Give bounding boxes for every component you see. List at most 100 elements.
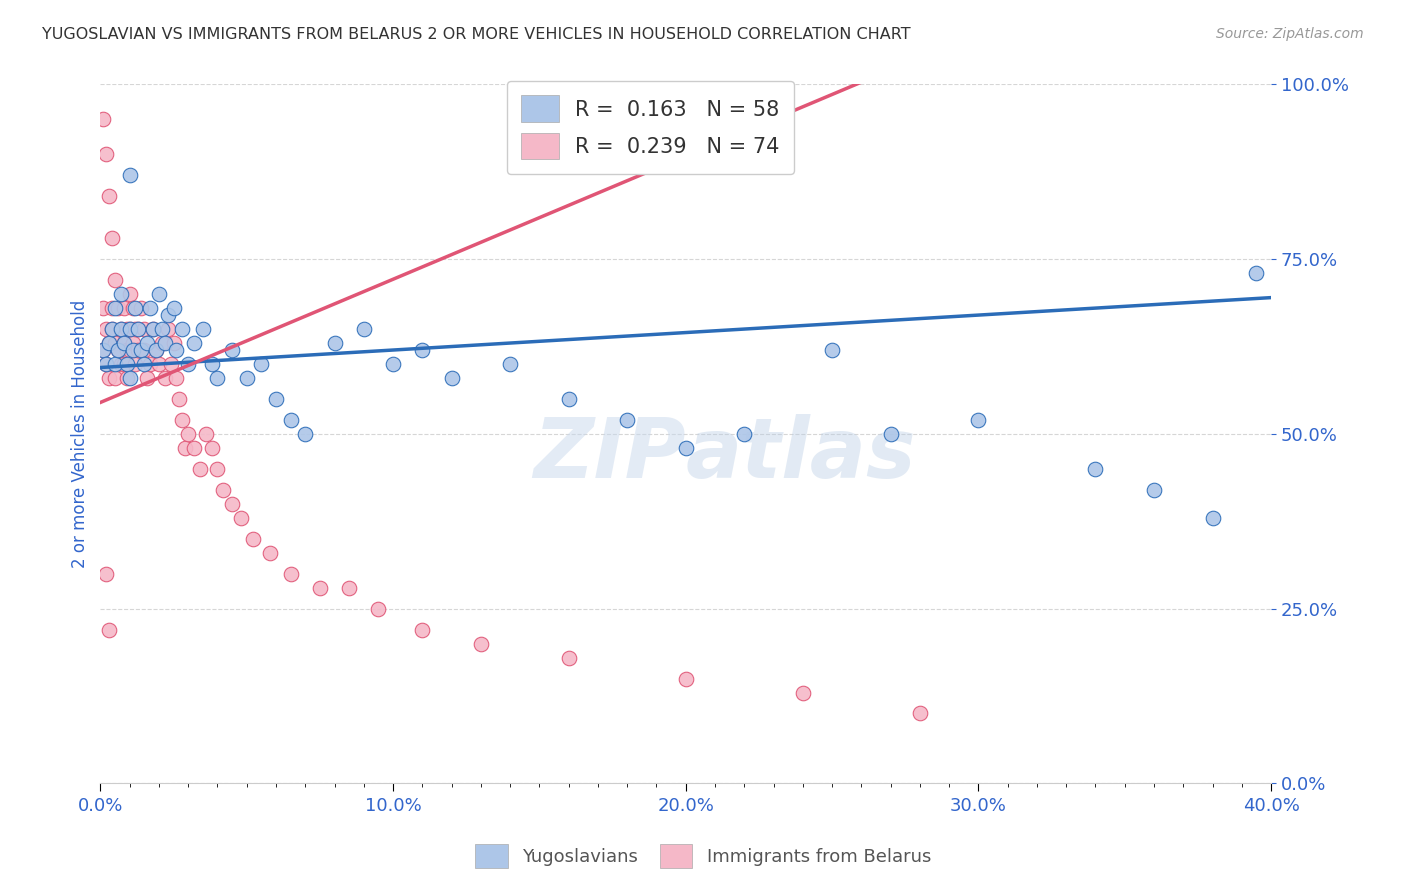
- Point: [118, 169, 141, 183]
- Text: atlas: atlas: [686, 415, 917, 495]
- Point: [124, 357, 146, 371]
- Point: [212, 483, 235, 497]
- Point: [134, 343, 156, 357]
- Point: [165, 371, 187, 385]
- Point: [136, 336, 159, 351]
- Point: [139, 301, 162, 315]
- Point: [136, 371, 159, 385]
- Point: [153, 371, 176, 385]
- Point: [148, 357, 170, 371]
- Point: [134, 357, 156, 371]
- Point: [280, 566, 302, 581]
- Point: [1143, 483, 1166, 497]
- Point: [242, 532, 264, 546]
- Legend: R =  0.163   N = 58, R =  0.239   N = 74: R = 0.163 N = 58, R = 0.239 N = 74: [506, 81, 794, 174]
- Point: [107, 343, 129, 357]
- Point: [165, 343, 187, 357]
- Point: [101, 301, 124, 315]
- Point: [156, 322, 179, 336]
- Point: [104, 336, 127, 351]
- Point: [110, 287, 132, 301]
- Point: [200, 357, 222, 371]
- Point: [121, 343, 143, 357]
- Point: [200, 441, 222, 455]
- Point: [101, 322, 124, 336]
- Point: [124, 322, 146, 336]
- Point: [98, 336, 121, 351]
- Point: [250, 357, 273, 371]
- Point: [337, 581, 360, 595]
- Point: [557, 392, 579, 406]
- Point: [104, 273, 127, 287]
- Point: [183, 336, 205, 351]
- Point: [91, 112, 114, 127]
- Point: [118, 322, 141, 336]
- Point: [127, 322, 149, 336]
- Point: [792, 685, 814, 699]
- Point: [107, 301, 129, 315]
- Point: [118, 322, 141, 336]
- Point: [821, 343, 844, 357]
- Point: [172, 322, 194, 336]
- Point: [101, 322, 124, 336]
- Point: [367, 601, 389, 615]
- Point: [162, 336, 184, 351]
- Point: [142, 322, 165, 336]
- Point: [159, 357, 181, 371]
- Point: [91, 343, 114, 357]
- Point: [194, 426, 217, 441]
- Point: [101, 231, 124, 245]
- Point: [1246, 266, 1268, 280]
- Point: [112, 336, 135, 351]
- Point: [177, 357, 200, 371]
- Point: [96, 357, 118, 371]
- Point: [121, 301, 143, 315]
- Point: [118, 287, 141, 301]
- Point: [191, 322, 214, 336]
- Point: [353, 322, 375, 336]
- Point: [121, 336, 143, 351]
- Point: [264, 392, 287, 406]
- Point: [96, 322, 118, 336]
- Point: [156, 308, 179, 322]
- Point: [131, 343, 153, 357]
- Point: [259, 546, 281, 560]
- Point: [235, 371, 257, 385]
- Point: [967, 413, 990, 427]
- Point: [908, 706, 931, 721]
- Legend: Yugoslavians, Immigrants from Belarus: Yugoslavians, Immigrants from Belarus: [464, 834, 942, 879]
- Point: [110, 322, 132, 336]
- Point: [177, 426, 200, 441]
- Point: [91, 301, 114, 315]
- Point: [118, 371, 141, 385]
- Point: [115, 343, 138, 357]
- Point: [134, 322, 156, 336]
- Point: [499, 357, 522, 371]
- Point: [172, 413, 194, 427]
- Point: [183, 441, 205, 455]
- Point: [96, 357, 118, 371]
- Point: [112, 357, 135, 371]
- Point: [127, 343, 149, 357]
- Point: [675, 441, 697, 455]
- Point: [112, 301, 135, 315]
- Point: [148, 287, 170, 301]
- Point: [470, 637, 492, 651]
- Point: [145, 343, 167, 357]
- Point: [127, 322, 149, 336]
- Y-axis label: 2 or more Vehicles in Household: 2 or more Vehicles in Household: [72, 300, 89, 568]
- Point: [411, 623, 433, 637]
- Point: [110, 357, 132, 371]
- Point: [131, 301, 153, 315]
- Point: [162, 301, 184, 315]
- Point: [1201, 510, 1223, 524]
- Point: [98, 189, 121, 203]
- Point: [616, 413, 638, 427]
- Point: [110, 322, 132, 336]
- Point: [112, 336, 135, 351]
- Point: [1084, 462, 1107, 476]
- Point: [115, 322, 138, 336]
- Point: [323, 336, 346, 351]
- Point: [118, 343, 141, 357]
- Point: [294, 426, 316, 441]
